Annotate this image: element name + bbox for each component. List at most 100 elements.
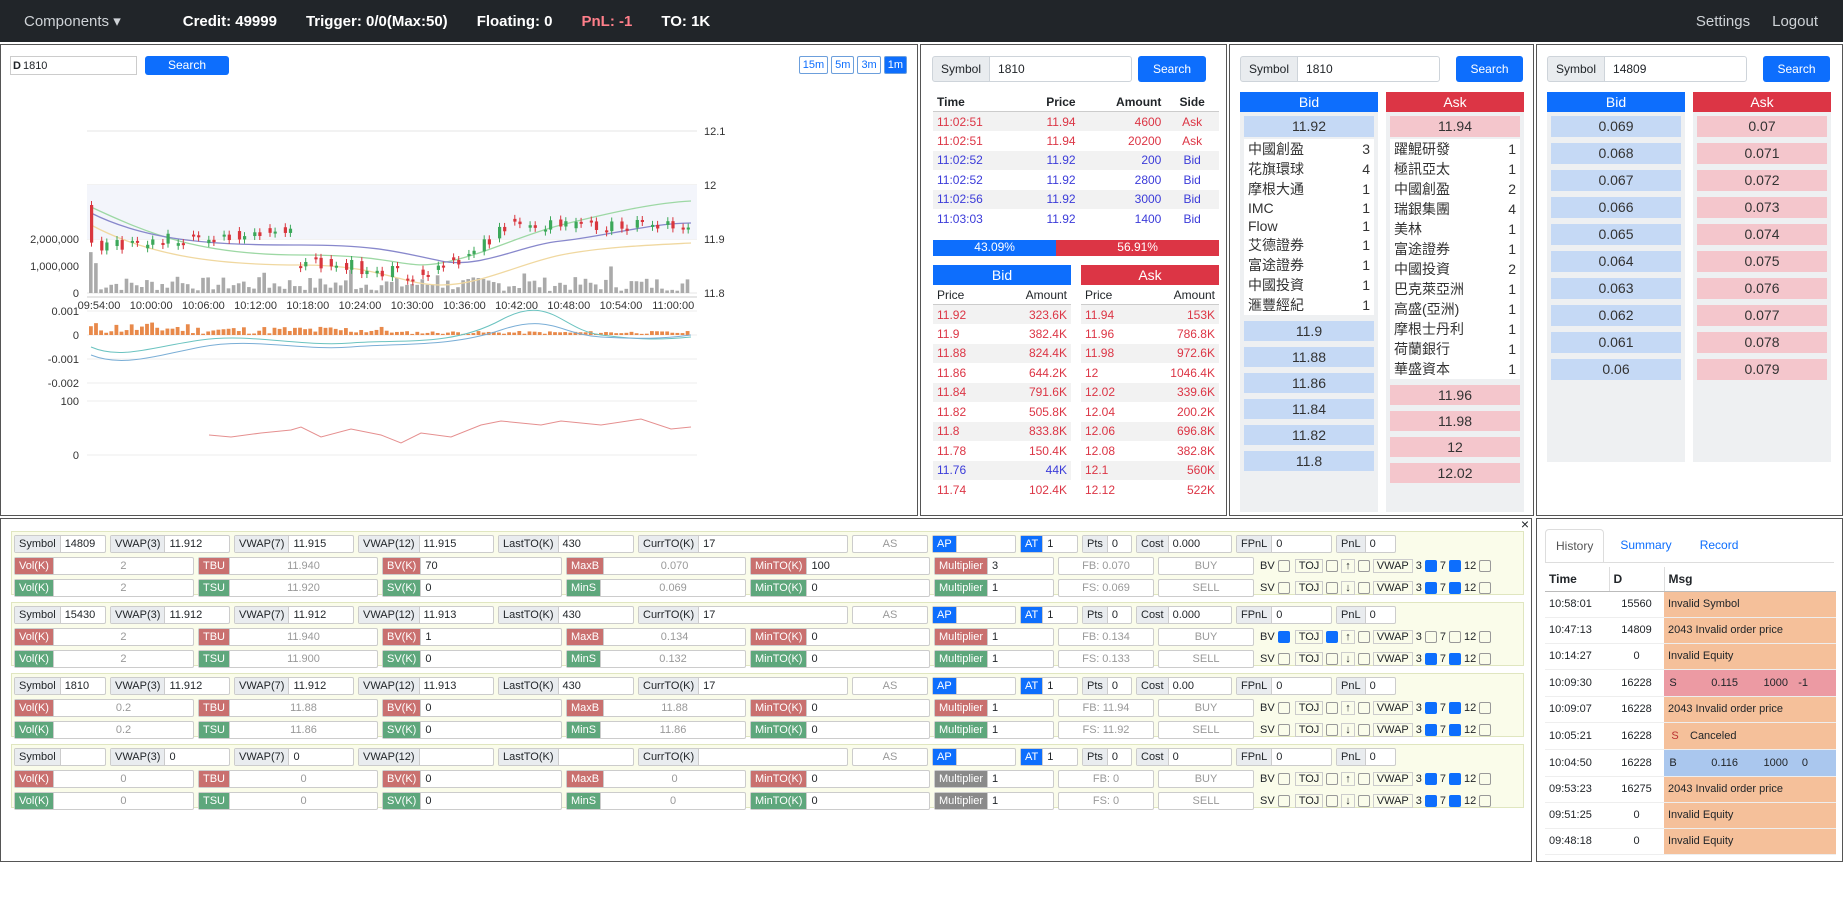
ap-toggle[interactable]: AP [932,748,1016,766]
trigger-price-field-value[interactable]: 11.940 [287,631,320,643]
bv-field-value[interactable]: 0 [425,724,432,736]
minto-field-value[interactable]: 0 [811,702,818,714]
toj-checkbox[interactable] [1326,795,1339,807]
minto-field-value[interactable]: 0 [811,582,818,594]
toj-checkbox[interactable] [1326,653,1339,665]
buy-button[interactable]: BUY [1158,557,1254,575]
price-level[interactable]: 0.063 [1551,278,1681,299]
vol-field[interactable]: Vol(K) 0.2 [14,699,194,717]
limit-price-field[interactable]: MinS 11.86 [566,721,746,739]
price-level[interactable]: 0.066 [1551,197,1681,218]
ap-toggle[interactable]: AP [932,606,1016,624]
sell-button[interactable]: SELL [1158,579,1254,597]
minto-field-value[interactable]: 0 [811,773,818,785]
vol-field-value[interactable]: 2 [120,631,127,643]
tab-record[interactable]: Record [1699,538,1739,552]
vwap3-checkbox[interactable] [1424,560,1437,572]
price-level[interactable]: 0.074 [1697,224,1827,245]
trigger-price-field-value[interactable]: 0 [300,773,307,785]
vwap3-checkbox[interactable] [1424,724,1437,736]
multiplier-field-value[interactable]: 1 [992,702,999,714]
limit-price-field-value[interactable]: 11.88 [661,702,688,714]
toj-checkbox[interactable] [1326,582,1339,594]
vwap12-checkbox[interactable] [1479,795,1492,807]
price-level[interactable]: 11.86 [1244,373,1374,393]
sell-button[interactable]: SELL [1158,721,1254,739]
logout-link[interactable]: Logout [1772,12,1818,30]
at-field[interactable]: AT 1 [1020,606,1078,624]
limit-price-field[interactable]: MaxB 0.070 [566,557,746,575]
tab-summary[interactable]: Summary [1620,538,1672,552]
limit-price-field[interactable]: MinS 0 [566,792,746,810]
price-level[interactable]: 0.068 [1551,143,1681,164]
vwap3-checkbox[interactable] [1424,582,1437,594]
tf-3m-button[interactable]: 3m [857,56,881,74]
direction-checkbox[interactable] [1357,724,1370,736]
limit-price-field-value[interactable]: 0.132 [659,653,687,665]
vol-field-value[interactable]: 0.2 [115,724,132,736]
trigger-price-field-value[interactable]: 0 [300,795,307,807]
trigger-price-field[interactable]: TSU 11.900 [198,650,378,668]
strategy-symbol-field[interactable]: Symbol 15430 [14,606,106,624]
bvchk-checkbox[interactable] [1277,631,1290,643]
minto-field[interactable]: MinTO(K) 100 [750,557,930,575]
vwap3-checkbox[interactable] [1424,631,1437,643]
vwap3-checkbox[interactable] [1424,795,1437,807]
vol-field[interactable]: Vol(K) 2 [14,579,194,597]
trigger-price-field[interactable]: TSU 11.86 [198,721,378,739]
vol-field[interactable]: Vol(K) 2 [14,557,194,575]
price-level[interactable]: 11.9 [1244,321,1374,341]
minto-field[interactable]: MinTO(K) 0 [750,721,930,739]
limit-price-field[interactable]: MinS 0.069 [566,579,746,597]
vwap3-checkbox[interactable] [1424,653,1437,665]
trigger-price-field[interactable]: TSU 11.920 [198,579,378,597]
sell-button[interactable]: SELL [1158,650,1254,668]
buy-button[interactable]: BUY [1158,628,1254,646]
trigger-price-field-value[interactable]: 11.86 [290,724,317,736]
direction-checkbox[interactable] [1357,631,1370,643]
multiplier-field-value[interactable]: 1 [992,795,999,807]
tf-1m-button[interactable]: 1m [883,56,907,74]
vwap7-checkbox[interactable] [1449,795,1462,807]
minto-field-value[interactable]: 0 [811,724,818,736]
multiplier-field-value[interactable]: 1 [992,653,999,665]
toj-checkbox[interactable] [1326,560,1339,572]
price-level[interactable]: 11.96 [1390,385,1520,405]
svchk-checkbox[interactable] [1277,724,1290,736]
price-level[interactable]: 11.8 [1244,451,1374,471]
limit-price-field[interactable]: MinS 0.132 [566,650,746,668]
at-field-value[interactable]: 1 [1047,609,1054,621]
limit-price-field[interactable]: MaxB 0.134 [566,628,746,646]
vwap12-checkbox[interactable] [1479,582,1492,594]
direction-checkbox[interactable] [1357,702,1370,714]
price-level[interactable]: 0.073 [1697,197,1827,218]
multiplier-field[interactable]: Multiplier 1 [934,579,1054,597]
book2-search-button[interactable]: Search [1763,56,1831,82]
ap-toggle[interactable]: AP [932,677,1016,695]
minto-field[interactable]: MinTO(K) 0 [750,650,930,668]
vwap7-checkbox[interactable] [1449,724,1462,736]
trigger-price-field[interactable]: TBU 11.940 [198,557,378,575]
limit-price-field-value[interactable]: 0 [669,795,677,807]
tf-15m-button[interactable]: 15m [798,56,829,74]
vol-field[interactable]: Vol(K) 0 [14,792,194,810]
vwap12-checkbox[interactable] [1479,653,1492,665]
price-level[interactable]: 0.067 [1551,170,1681,191]
vwap3-checkbox[interactable] [1424,773,1437,785]
bv-field[interactable]: BV(K) 0 [382,699,562,717]
trigger-price-field-value[interactable]: 11.940 [287,560,320,572]
vwap7-checkbox[interactable] [1449,702,1462,714]
vwap3-checkbox[interactable] [1424,702,1437,714]
trades-search-button[interactable]: Search [1138,56,1207,82]
ap-toggle[interactable]: AP [932,535,1016,553]
minto-field[interactable]: MinTO(K) 0 [750,579,930,597]
bv-field[interactable]: BV(K) 70 [382,557,562,575]
limit-price-field-value[interactable]: 11.86 [659,724,687,736]
price-level[interactable]: 0.075 [1697,251,1827,272]
bv-field-value[interactable]: 1 [425,631,432,643]
sell-button[interactable]: SELL [1158,792,1254,810]
vol-field[interactable]: Vol(K) 2 [14,650,194,668]
strategy-symbol-field-value[interactable]: 15430 [64,609,96,621]
bv-field-value[interactable]: 0 [425,582,432,594]
limit-price-field-value[interactable]: 0.070 [660,560,689,572]
